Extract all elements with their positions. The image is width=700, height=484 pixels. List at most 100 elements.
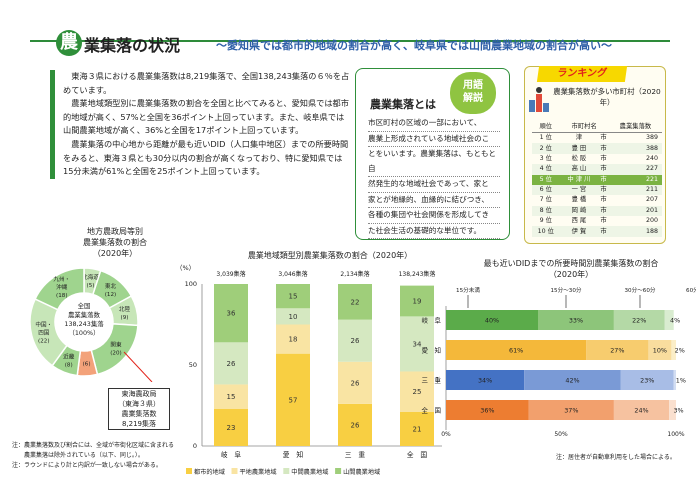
y-tick-label: 全 国 bbox=[422, 406, 442, 415]
term-body: 市区町村の区域の一部において、 農業上形成されている地域社会のこ とをいいます。… bbox=[368, 116, 500, 239]
hbar-segment bbox=[586, 340, 649, 360]
rank-cell: 5 位 bbox=[532, 174, 560, 185]
intro-paragraph: 農業集落の中心地から距離が最も近いDID（人口集中地区）までの所要時間をみると、… bbox=[63, 138, 349, 177]
count-cell: 388 bbox=[608, 143, 662, 154]
ranking-subtitle: 農業集落数が多い市町村（2020年） bbox=[553, 87, 661, 107]
hbar-data-label: 2% bbox=[675, 347, 685, 355]
ranking-row: 5 位中 津 川市 221 bbox=[532, 174, 662, 185]
y-tick-label: 三 重 bbox=[422, 377, 442, 385]
did-title-line: 最も近いDIDまでの所要時間別農業集落数の割合 bbox=[483, 259, 659, 268]
hbar-data-label: 40% bbox=[485, 317, 499, 325]
count-cell: 389 bbox=[645, 134, 658, 142]
y-tick-label: 100 bbox=[185, 280, 197, 288]
legend-label: 60分以上 bbox=[686, 286, 696, 294]
city-suffix-cell: 市 bbox=[600, 134, 607, 142]
hbar-data-label: 27% bbox=[610, 347, 624, 355]
bar-data-label: 22 bbox=[351, 298, 360, 306]
legend-label: 15分未満 bbox=[456, 286, 480, 294]
hbar-data-label: 4% bbox=[670, 317, 680, 325]
pie-slice-label: 近畿(8) bbox=[63, 353, 75, 369]
note-line: 農業集落数 bbox=[121, 410, 157, 418]
rank-cell: 2 位 bbox=[532, 143, 560, 154]
bar-segment bbox=[400, 316, 434, 372]
count-cell: 188 bbox=[608, 226, 662, 237]
ranking-row: 2 位豊 田市 388 bbox=[532, 143, 662, 154]
hbar-segment bbox=[613, 400, 670, 420]
rank-cell: 4 位 bbox=[532, 164, 560, 175]
hbar-segment bbox=[673, 370, 676, 390]
bar-data-label: 26 bbox=[351, 379, 360, 387]
legend-swatch bbox=[186, 468, 192, 474]
ranking-label: ランキング bbox=[536, 66, 628, 82]
pie-leader-line bbox=[123, 351, 153, 382]
city-suffix-cell: 市 bbox=[600, 196, 607, 204]
bar-data-label: 34 bbox=[413, 340, 422, 348]
legend-label: 平地農業地域 bbox=[240, 468, 277, 476]
podium-icon bbox=[529, 87, 549, 112]
ranking-row: 10 位伊 賀市 188 bbox=[532, 226, 662, 237]
legend-label: 中間農業地域 bbox=[291, 468, 328, 476]
rank-cell: 9 位 bbox=[539, 217, 552, 225]
count-cell: 200 bbox=[645, 217, 658, 225]
city-cell: 中 津 川 bbox=[559, 174, 599, 185]
term-line: 家とが地縁的、血縁的に結びつき、 bbox=[368, 193, 500, 208]
count-cell: 227 bbox=[608, 164, 662, 175]
footnotes: 注：農業集落数及び割合には、全域が市街化区域に含まれる 農業集落は除外されている… bbox=[12, 441, 192, 471]
hbar-data-label: 22% bbox=[632, 317, 646, 325]
pie-center-label: （100%） bbox=[68, 329, 99, 337]
city-suffix-cell: 市 bbox=[598, 174, 609, 185]
title-kanji-badge: 農 bbox=[56, 30, 82, 56]
bar-total-label: 3,039集落 bbox=[216, 270, 245, 278]
pie-slice-label: 九州・沖縄(18) bbox=[53, 275, 70, 299]
ranking-row: 7 位 豊 橋 市 207 bbox=[532, 195, 662, 205]
hbar-data-label: 10% bbox=[653, 347, 667, 355]
bar-data-label: 19 bbox=[413, 298, 422, 306]
city-cell: 豊 田 bbox=[559, 143, 599, 154]
term-line: 然発生的な地域社会であって、家と bbox=[368, 177, 500, 193]
bar-segment bbox=[214, 284, 248, 343]
hbar-segment bbox=[446, 340, 587, 360]
bar-data-label: 10 bbox=[289, 313, 298, 321]
footnote: 注：ラウンドにより計と内訳が一致しない場合がある。 bbox=[12, 462, 162, 469]
pie-slice-label: 中国・四国(22) bbox=[35, 320, 52, 344]
term-badge: 用語 解説 bbox=[450, 72, 496, 114]
hbar-segment bbox=[648, 340, 672, 360]
city-cell: 松 阪 bbox=[571, 154, 587, 162]
hbar-data-label: 42% bbox=[565, 377, 579, 385]
rank-cell: 6 位 bbox=[532, 184, 560, 196]
x-tick-label: 100% bbox=[667, 431, 684, 438]
hbar-data-label: 1% bbox=[676, 377, 686, 385]
city-suffix-cell: 市 bbox=[598, 226, 609, 237]
pie-caption: 地方農政局等別 農業集落数の割合 （2020年） bbox=[50, 226, 180, 259]
rank-cell: 3 位 bbox=[539, 154, 552, 162]
count-cell: 211 bbox=[608, 184, 662, 196]
bar-segment bbox=[276, 284, 310, 309]
ranking-row: 9 位 西 尾 市 200 bbox=[532, 216, 662, 226]
city-suffix-cell: 市 bbox=[598, 164, 609, 175]
pie-hole bbox=[56, 294, 112, 350]
did-note: 注：居住者が自動車利用をした場合による。 bbox=[556, 454, 676, 461]
term-title: 農業集落とは bbox=[370, 98, 436, 111]
city-cell: 一 宮 bbox=[559, 184, 599, 196]
note-line: 8,219集落 bbox=[121, 420, 157, 428]
bar-data-label: 26 bbox=[351, 337, 360, 345]
city-cell: 豊 橋 bbox=[571, 196, 587, 204]
rank-cell: 1 位 bbox=[539, 134, 552, 142]
regional-pie-chart: 北海道(5) 東北(12)北陸(9) 関東(20) (6) 近畿(8) 中国・四国(22)… bbox=[29, 267, 153, 382]
bar-data-label: 18 bbox=[289, 336, 298, 344]
did-chart-title: 最も近いDIDまでの所要時間別農業集落数の割合 （2020年） bbox=[446, 258, 696, 280]
legend-swatch bbox=[231, 468, 238, 474]
hbar-data-label: 24% bbox=[634, 407, 648, 415]
city-suffix-cell: 市 bbox=[600, 217, 607, 225]
city-suffix-cell: 市 bbox=[598, 184, 609, 196]
city-suffix-cell: 市 bbox=[598, 143, 609, 154]
count-cell: 201 bbox=[608, 205, 662, 216]
x-tick-label: 50% bbox=[554, 431, 568, 438]
hbar-data-label: 37% bbox=[564, 407, 578, 415]
x-tick-label: 全 国 bbox=[407, 450, 428, 459]
count-cell: 240 bbox=[645, 154, 658, 162]
intro-text: 東海３県における農業集落数は8,219集落で、全国138,243集落の６％を占め… bbox=[50, 70, 350, 179]
count-header: 農業集落数 bbox=[608, 122, 662, 133]
term-line: 市区町村の区域の一部において、 bbox=[368, 116, 500, 132]
